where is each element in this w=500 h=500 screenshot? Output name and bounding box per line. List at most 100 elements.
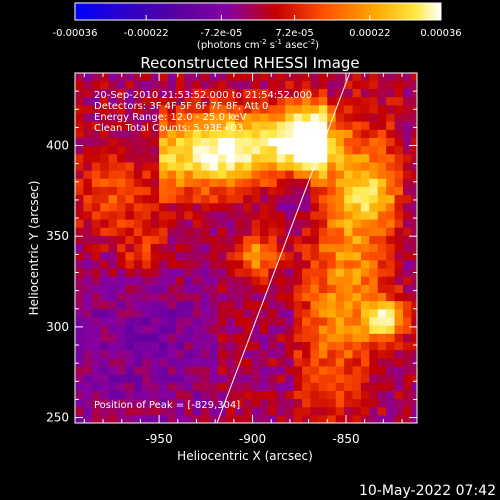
heatmap-cell <box>335 218 345 228</box>
heatmap-cell <box>251 333 261 342</box>
heatmap-cell <box>100 365 110 375</box>
heatmap-cell <box>117 398 127 408</box>
heatmap-cell <box>133 210 143 220</box>
heatmap-cell <box>125 235 135 245</box>
heatmap-cell <box>100 96 110 106</box>
heatmap-cell <box>100 104 110 114</box>
heatmap-cell <box>276 161 286 171</box>
heatmap-cell <box>411 365 417 375</box>
heatmap-cell <box>133 235 143 245</box>
heatmap-cell <box>302 308 312 318</box>
heatmap-cell <box>142 349 152 359</box>
heatmap-cell <box>302 292 312 302</box>
heatmap-cell <box>234 210 244 220</box>
heatmap-cell <box>184 137 194 147</box>
heatmap-cell <box>377 325 387 334</box>
heatmap-cell <box>344 390 354 400</box>
heatmap-cell <box>411 73 417 81</box>
heatmap-cell <box>75 153 85 163</box>
heatmap-cell <box>133 129 143 138</box>
heatmap-cell <box>293 292 303 302</box>
heatmap-cell <box>327 161 337 171</box>
heatmap-cell <box>344 382 354 391</box>
heatmap-cell <box>142 73 152 81</box>
heatmap-cell <box>285 292 295 302</box>
heatmap-cell <box>285 88 295 98</box>
heatmap-cell <box>75 243 85 253</box>
heatmap-cell <box>150 161 160 171</box>
heatmap-cell <box>108 202 118 212</box>
heatmap-cell <box>175 406 185 416</box>
heatmap-cell <box>125 161 135 171</box>
heatmap-cell <box>75 186 85 196</box>
colorbar-tick-label: -0.00022 <box>124 28 169 39</box>
heatmap-cell <box>201 88 211 98</box>
heatmap-cell <box>411 170 417 179</box>
heatmap-cell <box>302 202 312 212</box>
heatmap-cell <box>344 186 354 196</box>
heatmap-cell <box>260 390 270 400</box>
heatmap-cell <box>335 202 345 212</box>
heatmap-cell <box>369 112 379 122</box>
heatmap-cell <box>83 145 93 155</box>
heatmap-cell <box>117 210 127 220</box>
heatmap-cell <box>285 316 295 326</box>
heatmap-cell <box>226 129 236 138</box>
heatmap-cell <box>251 406 261 416</box>
heatmap-cell <box>377 202 387 212</box>
heatmap-cell <box>369 382 379 391</box>
heatmap-cell <box>192 80 202 90</box>
heatmap-cell <box>335 259 345 269</box>
heatmap-cell <box>344 153 354 163</box>
heatmap-cell <box>394 80 404 90</box>
heatmap-cell <box>276 243 286 253</box>
heatmap-cell <box>402 112 412 122</box>
heatmap-cell <box>369 251 379 261</box>
heatmap-cell <box>293 267 303 277</box>
heatmap-cell <box>318 276 328 285</box>
heatmap-cell <box>209 96 219 106</box>
heatmap-cell <box>234 349 244 359</box>
heatmap-cell <box>234 161 244 171</box>
heatmap-cell <box>260 284 270 294</box>
heatmap-cell <box>327 259 337 269</box>
heatmap-cell <box>402 104 412 114</box>
heatmap-cell <box>142 406 152 416</box>
heatmap-cell <box>75 398 85 408</box>
heatmap-cell <box>394 73 404 81</box>
heatmap-cell <box>310 235 320 245</box>
heatmap-cell <box>360 153 370 163</box>
heatmap-cell <box>251 259 261 269</box>
heatmap-cell <box>167 292 177 302</box>
heatmap-cell <box>268 137 278 147</box>
heatmap-cell <box>369 170 379 179</box>
heatmap-cell <box>335 325 345 334</box>
heatmap-cell <box>285 194 295 204</box>
heatmap-cell <box>159 194 169 204</box>
heatmap-cell <box>209 333 219 342</box>
heatmap-cell <box>360 88 370 98</box>
heatmap-cell <box>108 390 118 400</box>
heatmap-cell <box>369 243 379 253</box>
heatmap-cell <box>335 137 345 147</box>
heatmap-cell <box>352 308 362 318</box>
heatmap-cell <box>133 88 143 98</box>
heatmap-cell <box>394 129 404 138</box>
heatmap-cell <box>75 129 85 138</box>
heatmap-cell <box>175 349 185 359</box>
heatmap-cell <box>91 194 101 204</box>
heatmap-cell <box>209 235 219 245</box>
heatmap-cell <box>369 414 379 423</box>
heatmap-cell <box>260 104 270 114</box>
heatmap-cell <box>377 235 387 245</box>
heatmap-cell <box>369 88 379 98</box>
heatmap-cell <box>150 365 160 375</box>
heatmap-cell <box>117 161 127 171</box>
heatmap-cell <box>360 161 370 171</box>
heatmap-cell <box>142 325 152 334</box>
heatmap-cell <box>402 308 412 318</box>
heatmap-cell <box>167 161 177 171</box>
heatmap-cell <box>150 145 160 155</box>
heatmap-cell <box>377 267 387 277</box>
